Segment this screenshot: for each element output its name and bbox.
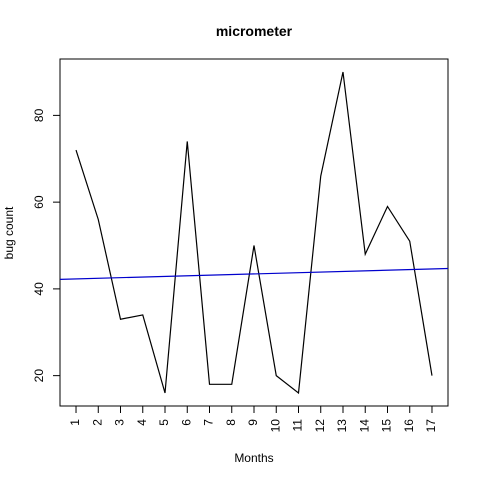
- x-tick-label-14: 14: [357, 419, 371, 433]
- chart-title: micrometer: [216, 23, 293, 39]
- trend-line: [59, 267, 449, 280]
- x-tick-label-8: 8: [224, 419, 238, 426]
- y-tick-label-80: 80: [32, 108, 46, 122]
- x-tick-label-4: 4: [135, 419, 149, 426]
- x-tick-label-10: 10: [268, 419, 282, 433]
- x-tick-label-17: 17: [424, 419, 438, 433]
- data-series-line: [75, 71, 433, 395]
- x-tick-label-5: 5: [157, 419, 171, 426]
- x-tick-label-2: 2: [90, 419, 104, 426]
- y-tick-label-20: 20: [32, 369, 46, 383]
- x-tick-label-3: 3: [113, 419, 127, 426]
- x-tick-label-7: 7: [202, 419, 216, 426]
- x-tick-label-12: 12: [313, 419, 327, 433]
- y-axis-label: bug count: [2, 206, 16, 259]
- x-tick-label-11: 11: [291, 419, 305, 432]
- x-tick-label-6: 6: [179, 419, 193, 426]
- y-tick-label-40: 40: [32, 282, 46, 296]
- x-tick-label-1: 1: [68, 419, 82, 426]
- x-axis-label: Months: [234, 451, 273, 465]
- y-tick-label-60: 60: [32, 195, 46, 209]
- x-tick-label-9: 9: [246, 419, 260, 426]
- x-tick-label-15: 15: [380, 419, 394, 433]
- x-tick-label-13: 13: [335, 419, 349, 433]
- x-tick-label-16: 16: [402, 419, 416, 433]
